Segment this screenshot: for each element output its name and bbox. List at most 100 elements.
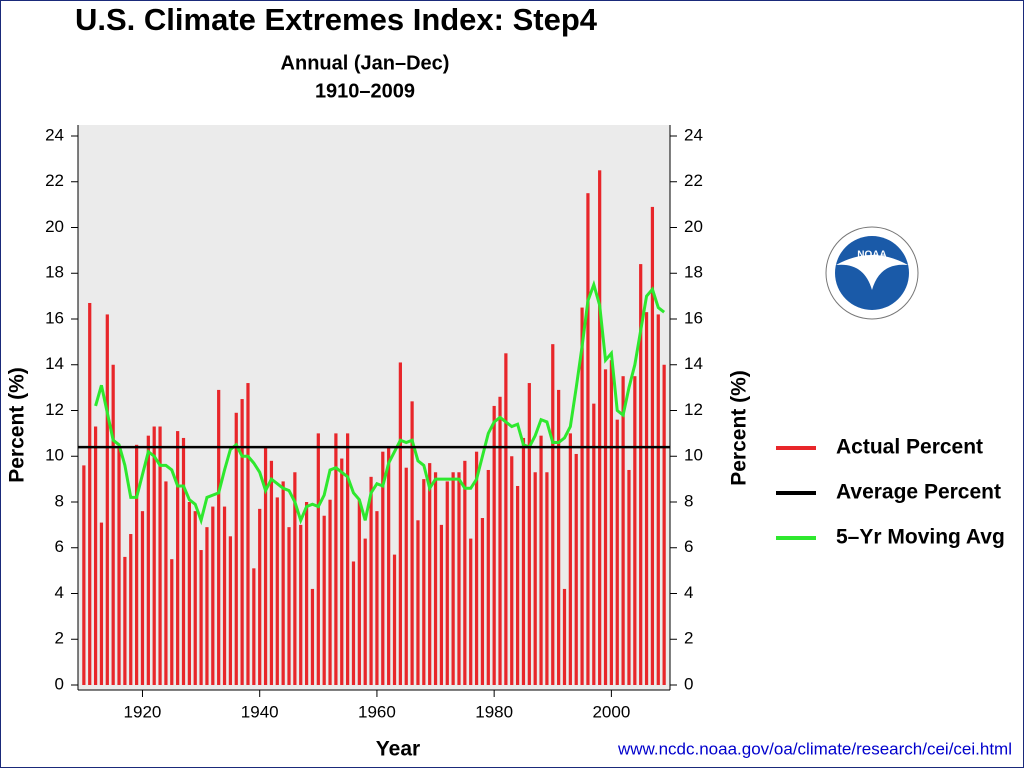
bar: [146, 435, 150, 685]
bar: [269, 460, 274, 685]
y2-axis-label: Percent (%): [728, 370, 751, 486]
y2-tick-label: 10: [684, 446, 703, 465]
bar: [105, 314, 109, 685]
y2-tick-label: 2: [684, 629, 693, 648]
bar: [316, 433, 320, 685]
bar: [609, 360, 613, 685]
x-axis-label: Year: [376, 738, 420, 761]
y-tick-label: 20: [45, 217, 64, 236]
bar: [515, 485, 520, 685]
bar: [328, 499, 332, 685]
y-tick-label: 18: [45, 263, 64, 282]
y-tick-label: 24: [45, 125, 64, 144]
bar: [275, 497, 279, 685]
noaa-logo: NOAA: [825, 226, 919, 320]
bar: [205, 527, 209, 685]
bar: [93, 426, 98, 685]
bar: [363, 538, 367, 685]
bar: [639, 264, 643, 685]
bar: [211, 506, 215, 685]
bar: [369, 476, 373, 685]
y-tick-label: 2: [55, 629, 64, 648]
bar: [387, 447, 391, 685]
bar: [539, 435, 543, 685]
bar: [510, 456, 514, 685]
y-axis-label: Percent (%): [6, 367, 29, 483]
bar: [592, 403, 596, 685]
bar: [117, 447, 121, 685]
y2-tick-label: 16: [684, 308, 703, 327]
bar: [187, 502, 191, 685]
y2-tick-label: 4: [684, 583, 693, 602]
bar: [504, 353, 508, 685]
bar: [199, 550, 203, 685]
bar: [433, 472, 438, 685]
chart-subtitle: Annual (Jan–Dec): [281, 52, 450, 74]
y-tick-label: 8: [55, 491, 64, 510]
bar: [287, 527, 291, 685]
bar: [398, 362, 402, 685]
bar: [457, 472, 461, 685]
x-tick-label: 1960: [358, 702, 396, 721]
bar: [551, 344, 555, 685]
moving-avg-line: [94, 279, 666, 526]
x-tick-label: 2000: [592, 702, 630, 721]
y2-tick-label: 8: [684, 491, 693, 510]
bar: [428, 463, 432, 685]
bar: [281, 481, 285, 685]
bar: [252, 568, 256, 685]
y-tick-label: 12: [45, 400, 64, 419]
bar: [222, 506, 227, 685]
bar: [480, 518, 485, 685]
bar: [375, 511, 379, 685]
bar: [193, 511, 197, 685]
bar: [111, 364, 115, 685]
bar: [439, 524, 444, 685]
bar: [234, 412, 238, 685]
bar: [152, 426, 156, 685]
bar: [217, 389, 221, 685]
bar: [633, 376, 637, 685]
bar: [521, 437, 526, 685]
bar: [293, 472, 297, 685]
source-link[interactable]: www.ncdc.noaa.gov/oa/climate/research/ce…: [617, 739, 1012, 758]
bar: [170, 559, 174, 685]
bar: [474, 451, 479, 685]
legend-label: 5–Yr Moving Avg: [836, 526, 1005, 549]
y2-tick-label: 0: [684, 674, 693, 693]
y-tick-label: 14: [45, 354, 64, 373]
y2-tick-label: 12: [684, 400, 703, 419]
bar: [486, 469, 490, 685]
bar: [357, 499, 361, 685]
bar: [99, 522, 104, 685]
bar: [176, 431, 180, 685]
bar: [557, 389, 561, 685]
bar: [603, 369, 608, 685]
bar: [263, 447, 268, 685]
y2-tick-label: 18: [684, 263, 703, 282]
bar: [88, 302, 92, 685]
bar: [228, 536, 233, 685]
logo-gull: [836, 255, 908, 290]
bar: [299, 524, 303, 685]
bar: [562, 588, 567, 685]
bar: [533, 472, 537, 685]
logo-text: NOAA: [857, 250, 886, 261]
bar: [416, 520, 420, 685]
bar: [140, 511, 145, 685]
bar: [158, 426, 162, 685]
bar: [586, 193, 590, 685]
bar: [410, 401, 414, 685]
chart-title: U.S. Climate Extremes Index: Step4: [75, 2, 598, 37]
bar: [164, 481, 168, 685]
bar: [258, 508, 262, 685]
y-tick-label: 16: [45, 308, 64, 327]
y-tick-label: 10: [45, 446, 64, 465]
bar: [545, 472, 549, 685]
bar: [181, 437, 186, 685]
bar: [615, 419, 619, 685]
bar: [662, 364, 666, 685]
bar: [574, 453, 578, 685]
bar: [451, 472, 455, 685]
